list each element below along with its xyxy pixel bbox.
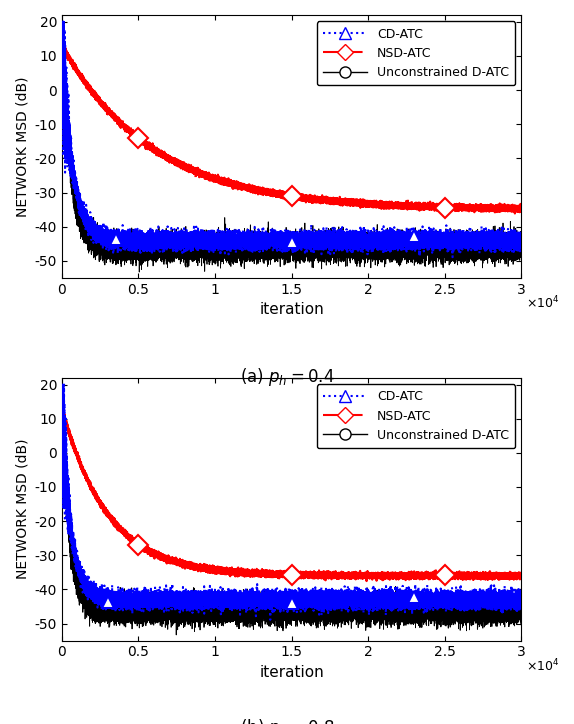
Unconstrained D-ATC [59,23,65,32]
CD-ATC [59,380,65,389]
Text: (b) $p_h = 0.8$: (b) $p_h = 0.8$ [240,717,334,724]
CD-ATC [301,592,308,601]
CD-ATC [108,599,115,607]
CD-ATC [59,17,65,26]
NSD-ATC [457,571,464,580]
NSD-ATC [457,203,464,212]
Legend: CD-ATC, NSD-ATC, Unconstrained D-ATC: CD-ATC, NSD-ATC, Unconstrained D-ATC [317,21,515,85]
Unconstrained D-ATC [59,17,65,26]
NSD-ATC [169,157,176,166]
NSD-ATC [73,447,80,456]
Unconstrained D-ATC [457,252,464,261]
Unconstrained D-ATC [169,618,176,627]
Unconstrained D-ATC [169,246,176,255]
NSD-ATC [518,203,525,212]
CD-ATC [73,183,80,192]
CD-ATC [59,88,65,96]
Line: NSD-ATC: NSD-ATC [62,42,521,214]
NSD-ATC [169,555,176,563]
Unconstrained D-ATC [59,380,65,389]
Y-axis label: NETWORK MSD (dB): NETWORK MSD (dB) [15,439,29,579]
Unconstrained D-ATC [518,243,525,251]
NSD-ATC [511,209,518,218]
Unconstrained D-ATC [301,604,308,613]
Unconstrained D-ATC [301,251,308,259]
CD-ATC [267,615,274,624]
CD-ATC [457,597,464,606]
CD-ATC [457,241,464,250]
Text: (a) $p_h = 0.4$: (a) $p_h = 0.4$ [240,366,334,387]
CD-ATC [518,598,525,607]
Y-axis label: NETWORK MSD (dB): NETWORK MSD (dB) [15,76,29,216]
CD-ATC [169,238,176,247]
Unconstrained D-ATC [108,607,115,615]
Line: CD-ATC: CD-ATC [62,384,521,620]
X-axis label: iteration: iteration [259,665,324,680]
CD-ATC [73,562,80,571]
Unconstrained D-ATC [108,247,115,256]
Unconstrained D-ATC [160,244,166,253]
Text: $\times10^4$: $\times10^4$ [526,657,559,674]
NSD-ATC [59,43,65,51]
NSD-ATC [518,570,525,578]
CD-ATC [108,228,115,237]
Line: NSD-ATC: NSD-ATC [62,406,521,581]
X-axis label: iteration: iteration [259,303,324,317]
NSD-ATC [159,552,166,561]
Unconstrained D-ATC [457,603,464,612]
NSD-ATC [301,194,308,203]
Unconstrained D-ATC [73,576,80,585]
Line: Unconstrained D-ATC: Unconstrained D-ATC [62,22,521,272]
CD-ATC [449,253,456,261]
Line: CD-ATC: CD-ATC [62,22,521,257]
Text: $\times10^4$: $\times10^4$ [526,295,559,311]
CD-ATC [159,594,166,603]
Legend: CD-ATC, NSD-ATC, Unconstrained D-ATC: CD-ATC, NSD-ATC, Unconstrained D-ATC [317,384,515,448]
CD-ATC [169,594,176,603]
CD-ATC [159,238,166,247]
NSD-ATC [363,577,370,586]
Unconstrained D-ATC [136,268,143,277]
NSD-ATC [108,112,115,121]
CD-ATC [518,235,525,244]
Line: Unconstrained D-ATC: Unconstrained D-ATC [62,384,521,635]
NSD-ATC [159,151,166,159]
Unconstrained D-ATC [159,602,166,610]
Unconstrained D-ATC [73,198,80,207]
NSD-ATC [301,570,308,578]
NSD-ATC [59,405,65,413]
NSD-ATC [59,38,65,46]
Unconstrained D-ATC [518,603,525,612]
CD-ATC [301,248,308,257]
Unconstrained D-ATC [173,631,180,639]
NSD-ATC [73,67,80,75]
NSD-ATC [59,402,65,411]
NSD-ATC [108,514,115,523]
